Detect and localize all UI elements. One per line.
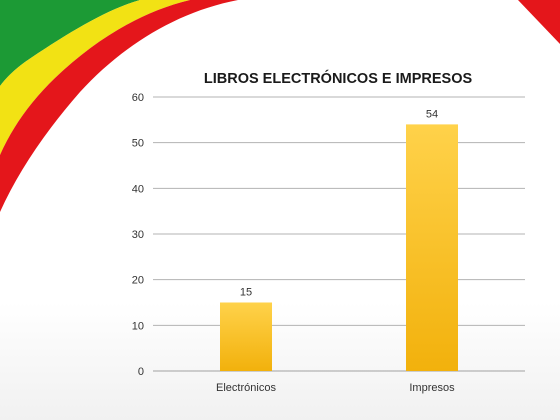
chart-title: LIBROS ELECTRÓNICOS E IMPRESOS [204, 69, 473, 87]
y-tick-label: 50 [132, 138, 144, 150]
bar-impresos [406, 124, 458, 372]
y-tick-label: 0 [138, 366, 144, 378]
y-tick-label: 30 [132, 229, 144, 241]
flag-ribbon-top-left [0, 0, 238, 212]
y-tick-label: 40 [132, 183, 144, 195]
ribbon-green-band [0, 0, 140, 86]
y-tick-label: 60 [132, 92, 144, 104]
x-category-label: Electrónicos [216, 382, 276, 394]
y-tick-label: 10 [132, 320, 144, 332]
bars [220, 124, 458, 372]
ribbon-yellow-band [0, 0, 190, 155]
ribbon-red-band [0, 0, 238, 212]
ribbon-red-corner-top-right [518, 0, 560, 44]
data-label: 54 [426, 108, 438, 120]
gridlines [153, 96, 525, 326]
bar-electrónicos [220, 302, 272, 371]
data-label: 15 [240, 287, 252, 299]
x-category-label: Impresos [409, 382, 455, 394]
y-axis-tick-labels: 0 10 20 30 40 50 60 [132, 92, 144, 378]
x-axis-category-labels: Electrónicos Impresos [216, 382, 455, 394]
y-tick-label: 20 [132, 275, 144, 287]
